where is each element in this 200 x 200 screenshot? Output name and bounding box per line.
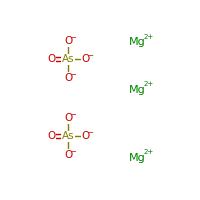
Text: O: O bbox=[64, 73, 73, 83]
Text: Mg: Mg bbox=[129, 85, 146, 95]
Text: −: − bbox=[70, 149, 76, 155]
Text: Mg: Mg bbox=[129, 37, 146, 47]
Text: As: As bbox=[62, 131, 75, 141]
Text: O: O bbox=[64, 150, 73, 160]
Text: Mg: Mg bbox=[129, 153, 146, 163]
Text: O: O bbox=[81, 131, 90, 141]
Text: 2+: 2+ bbox=[143, 81, 153, 87]
Text: O: O bbox=[47, 131, 55, 141]
Text: 2+: 2+ bbox=[143, 149, 153, 155]
Text: O: O bbox=[47, 54, 55, 64]
Text: −: − bbox=[87, 53, 93, 59]
Text: As: As bbox=[62, 54, 75, 64]
Text: 2+: 2+ bbox=[143, 34, 153, 40]
Text: −: − bbox=[70, 112, 76, 118]
Text: −: − bbox=[70, 35, 76, 41]
Text: O: O bbox=[64, 113, 73, 123]
Text: O: O bbox=[64, 36, 73, 46]
Text: −: − bbox=[87, 130, 93, 136]
Text: O: O bbox=[81, 54, 90, 64]
Text: −: − bbox=[70, 72, 76, 78]
